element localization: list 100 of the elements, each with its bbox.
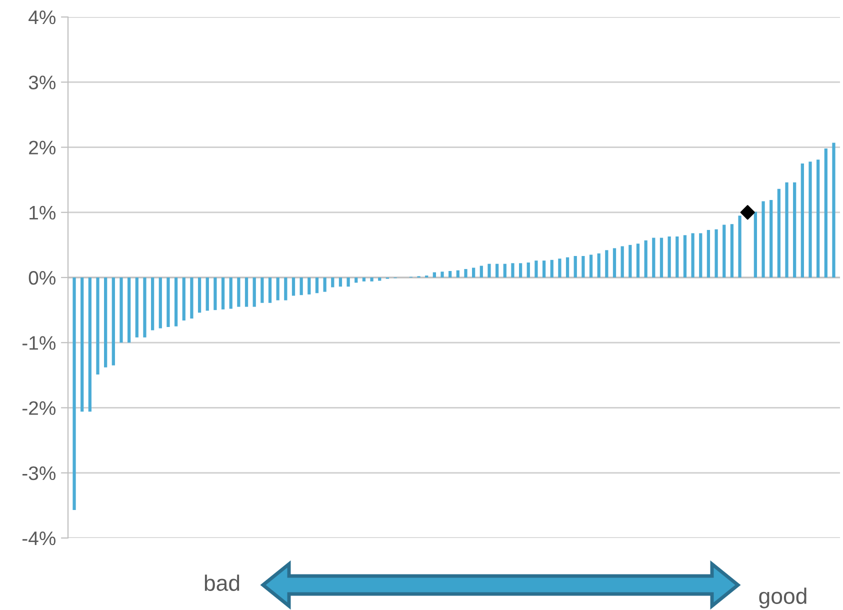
bar [511, 263, 514, 278]
bar [480, 266, 483, 278]
bar [214, 278, 217, 310]
y-tick-label: -2% [22, 401, 56, 415]
bar [589, 254, 593, 278]
bar [503, 264, 506, 278]
bar [668, 236, 671, 278]
bar [80, 278, 84, 412]
bar [785, 182, 788, 278]
bar [158, 278, 162, 328]
bar [770, 200, 773, 278]
y-tick-label: 1% [30, 206, 56, 220]
bar [526, 262, 530, 278]
bar [206, 278, 209, 311]
bar [370, 278, 374, 282]
bar [198, 278, 202, 313]
bar [300, 278, 303, 296]
bar [620, 246, 624, 278]
text: bad [204, 574, 240, 591]
bar [777, 188, 780, 278]
bar [276, 278, 280, 300]
y-tick-label: 2% [29, 140, 56, 154]
bar [244, 278, 248, 307]
y-tick-label: 3% [28, 76, 56, 90]
bar [252, 278, 256, 307]
bar [605, 250, 608, 278]
bar [135, 278, 138, 338]
bar [440, 272, 444, 278]
bar [221, 278, 225, 310]
bar [120, 278, 123, 343]
bar [676, 236, 679, 278]
y-tick-label: 0% [28, 270, 56, 285]
bar [112, 278, 115, 366]
bar [754, 212, 758, 278]
bar [714, 229, 718, 278]
bar [683, 235, 687, 278]
bar [644, 240, 648, 278]
bar [793, 182, 796, 278]
bar [832, 142, 836, 278]
bar [558, 258, 562, 278]
bar [143, 278, 146, 338]
bar [699, 233, 702, 278]
bar [628, 244, 632, 278]
y-tick-label: -3% [22, 466, 56, 480]
bar [636, 244, 640, 278]
bar [464, 269, 468, 278]
bar [574, 256, 577, 278]
bar [472, 268, 476, 278]
bar [800, 164, 804, 278]
bar [237, 278, 240, 307]
bar [566, 257, 570, 278]
bar [182, 278, 186, 320]
bar [260, 278, 264, 303]
bar [150, 278, 154, 330]
y-tick-label: -4% [22, 532, 56, 546]
bar [229, 278, 232, 309]
bar [354, 278, 358, 283]
y-tick-label: 4% [28, 10, 56, 24]
bar [362, 278, 366, 282]
bar [315, 278, 319, 294]
bar [691, 233, 694, 278]
bar [88, 278, 92, 412]
bar [190, 278, 194, 319]
bar [542, 260, 546, 278]
bar [612, 248, 616, 278]
bar [660, 238, 664, 278]
bar [597, 253, 600, 278]
bar [824, 148, 828, 278]
bar [706, 230, 710, 278]
bar [268, 278, 272, 303]
bar [722, 224, 726, 278]
bar [323, 278, 326, 292]
bar [432, 272, 436, 278]
bar [378, 278, 382, 281]
bar [128, 278, 131, 343]
bar [174, 278, 178, 326]
bar [738, 216, 742, 278]
bar [730, 224, 734, 278]
text: good [759, 588, 806, 608]
bar [518, 263, 522, 278]
bar [762, 201, 765, 278]
bar [308, 278, 311, 294]
y-tick-label: -1% [22, 336, 56, 350]
bar [582, 256, 585, 278]
bar [166, 278, 170, 327]
bar [495, 264, 499, 278]
bar [448, 270, 452, 278]
bar [338, 278, 342, 287]
bar [550, 260, 554, 278]
bar [72, 278, 76, 510]
bar [346, 278, 350, 287]
bar [816, 160, 820, 278]
bar [104, 278, 108, 368]
bar [292, 278, 296, 296]
bar [652, 238, 656, 278]
bar [488, 264, 491, 278]
bar [284, 278, 288, 300]
bar [456, 270, 460, 278]
bar [534, 260, 538, 278]
bar [96, 278, 100, 375]
